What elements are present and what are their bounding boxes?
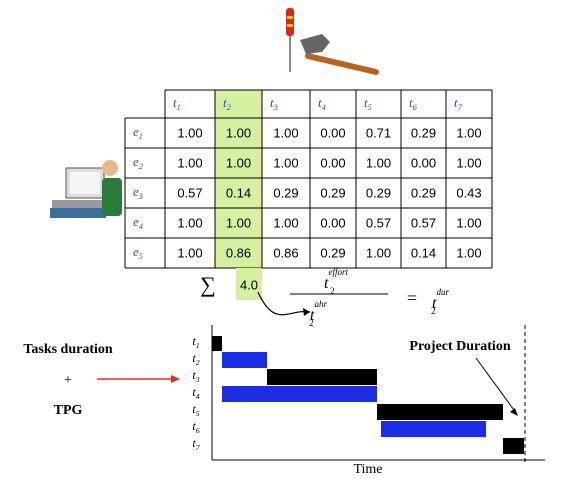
equals: = — [407, 288, 417, 308]
input-label: TPG — [54, 403, 83, 418]
cell: 1.00 — [177, 215, 202, 230]
label-sub: 3 — [195, 375, 200, 384]
cell: 0.00 — [320, 125, 345, 140]
cell: 1.00 — [366, 245, 391, 260]
label-sub: 7 — [458, 102, 463, 112]
label-sup: effort — [328, 267, 348, 277]
label: e1 — [133, 124, 143, 141]
cell: 1.00 — [273, 155, 298, 170]
cell: 1.00 — [226, 215, 251, 230]
cell: 0.00 — [320, 155, 345, 170]
label: t4 — [318, 95, 327, 112]
cell: 0.14 — [226, 185, 251, 200]
label: t5 — [364, 95, 372, 112]
sum-symbol: ∑ — [200, 272, 216, 297]
label: t6 — [409, 95, 418, 112]
label-sub: 3 — [273, 102, 278, 112]
label-sub: 1 — [196, 341, 200, 350]
label-sub: 2 — [309, 318, 314, 328]
label: t2 — [192, 351, 199, 367]
label-sub: 5 — [368, 102, 372, 112]
label-sub: 6 — [413, 102, 418, 112]
cell: 0.57 — [411, 215, 436, 230]
cell: 1.00 — [177, 245, 202, 260]
highlight-column — [215, 90, 262, 268]
label-sub: 4 — [322, 102, 327, 112]
cell: 1.00 — [226, 125, 251, 140]
label-base: t — [324, 275, 329, 292]
input-label: Tasks duration — [23, 342, 113, 357]
plus: + — [64, 373, 72, 388]
label-sub: 3 — [138, 191, 143, 201]
label-sup: dur — [436, 287, 449, 297]
label: t4 — [192, 385, 199, 401]
label-sub: 6 — [196, 426, 200, 435]
label: t1 — [192, 334, 199, 350]
diagram: t1t2t3t4t5t6t7e11.001.001.000.000.710.29… — [0, 0, 564, 479]
cell: 1.00 — [177, 125, 202, 140]
person-icon — [50, 160, 122, 218]
label: e3 — [133, 184, 143, 201]
cell: 0.29 — [320, 245, 345, 260]
label-sub: 5 — [139, 251, 143, 261]
label-sub: 2 — [330, 286, 335, 296]
label: e5 — [133, 244, 143, 261]
cell: 1.00 — [456, 125, 481, 140]
cell: 0.57 — [366, 215, 391, 230]
cell: 0.14 — [411, 245, 436, 260]
cell: 1.00 — [366, 155, 391, 170]
label: t5 — [192, 402, 199, 418]
x-label: Time — [353, 462, 382, 477]
label-sub: 4 — [196, 392, 200, 401]
gantt: Tasks duration + TPG Project Duration Ti… — [23, 325, 545, 477]
cell: 1.00 — [456, 155, 481, 170]
cell: 1.00 — [456, 215, 481, 230]
sum: ∑ 4.0 — [200, 268, 388, 316]
cell: 1.00 — [273, 215, 298, 230]
cell: 0.71 — [366, 125, 391, 140]
cell: 0.00 — [320, 215, 345, 230]
label: e4 — [133, 214, 144, 231]
label-sub: 7 — [196, 443, 201, 452]
label: teffort 2 — [324, 267, 348, 296]
label: t1 — [173, 95, 181, 112]
sum-value: 4.0 — [240, 277, 258, 292]
cell: 0.29 — [320, 185, 345, 200]
cell: 0.43 — [456, 185, 481, 200]
cell: 0.86 — [226, 245, 251, 260]
label-sub: 2 — [431, 306, 436, 316]
tools-icon — [286, 8, 376, 72]
cell: 0.57 — [177, 185, 202, 200]
label: t3 — [270, 95, 278, 112]
cell: 1.00 — [456, 245, 481, 260]
label-sup: ahr — [314, 299, 327, 309]
cell: 1.00 — [226, 155, 251, 170]
label-sub: 5 — [196, 409, 200, 418]
cell: 0.29 — [411, 185, 436, 200]
label: t7 — [192, 436, 200, 452]
label: t6 — [192, 419, 199, 435]
label-sub: 1 — [139, 131, 143, 141]
label-sub: 4 — [139, 221, 144, 231]
cell: 0.29 — [273, 185, 298, 200]
label: t3 — [192, 368, 199, 384]
arrow — [258, 292, 310, 315]
annotation: Project Duration — [409, 339, 510, 354]
cell: 0.86 — [273, 245, 298, 260]
label: e2 — [133, 154, 144, 171]
label-sub: 2 — [196, 358, 200, 367]
label-sub: 1 — [177, 102, 181, 112]
cell: 1.00 — [273, 125, 298, 140]
cell: 0.29 — [366, 185, 391, 200]
cell: 0.00 — [411, 155, 436, 170]
label: t7 — [454, 95, 463, 112]
label-sub: 2 — [139, 161, 144, 171]
cell: 0.29 — [411, 125, 436, 140]
cell: 1.00 — [177, 155, 202, 170]
